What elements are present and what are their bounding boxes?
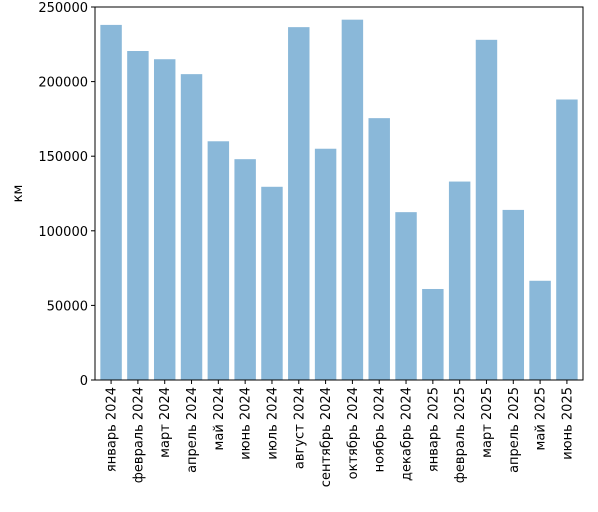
x-tick-label: ноябрь 2024 xyxy=(373,387,388,472)
x-tick-label: апрель 2025 xyxy=(507,387,522,473)
axes-frame xyxy=(94,6,584,381)
bar xyxy=(529,280,551,380)
y-tick-label: 200000 xyxy=(38,76,88,91)
x-tick-label: февраль 2024 xyxy=(131,387,146,483)
x-tick-label: июль 2024 xyxy=(265,387,280,460)
x-tick-label: январь 2025 xyxy=(426,387,441,472)
x-tick-label: июнь 2024 xyxy=(239,387,254,460)
y-tick-label: 50000 xyxy=(47,299,88,314)
bar xyxy=(127,51,149,380)
bar xyxy=(261,186,283,380)
x-tick-label: май 2024 xyxy=(212,387,227,450)
bar xyxy=(556,99,578,380)
y-axis-label: км xyxy=(11,185,26,203)
x-tick-label: октябрь 2024 xyxy=(346,387,361,479)
y-tick-label: 0 xyxy=(80,374,88,389)
bar xyxy=(395,212,417,380)
bar xyxy=(153,59,176,380)
y-tick-label: 250000 xyxy=(38,1,88,16)
x-tick-label: декабрь 2024 xyxy=(400,387,415,481)
x-tick-label: февраль 2025 xyxy=(453,387,468,483)
bar xyxy=(448,181,471,380)
x-tick-label: апрель 2024 xyxy=(185,387,200,473)
bar xyxy=(475,39,498,380)
x-tick-label: январь 2024 xyxy=(105,387,120,472)
bar xyxy=(207,141,230,380)
x-axis: январь 2024 февраль 2024 март 2024 апрель 2… xyxy=(105,380,575,487)
bar xyxy=(180,74,203,380)
x-tick-label: сентябрь 2024 xyxy=(319,387,334,487)
x-tick-label: май 2025 xyxy=(534,387,549,450)
y-tick-label: 150000 xyxy=(38,150,88,165)
bar xyxy=(502,209,525,380)
y-axis: 0 50000 100000 150000 200000 250000 xyxy=(38,1,95,389)
x-tick-label: март 2024 xyxy=(158,387,173,458)
bar xyxy=(288,27,310,380)
y-tick-label: 100000 xyxy=(38,225,88,240)
bar xyxy=(234,159,256,380)
bar xyxy=(422,288,444,380)
bar xyxy=(341,19,364,381)
plot-frame xyxy=(94,6,584,381)
bar xyxy=(368,118,390,381)
x-tick-label: август 2024 xyxy=(292,387,307,469)
bar xyxy=(100,24,122,381)
x-tick-label: июнь 2025 xyxy=(560,387,575,460)
bars-group xyxy=(100,19,578,381)
x-tick-label: март 2025 xyxy=(480,387,495,458)
bar xyxy=(314,148,337,380)
